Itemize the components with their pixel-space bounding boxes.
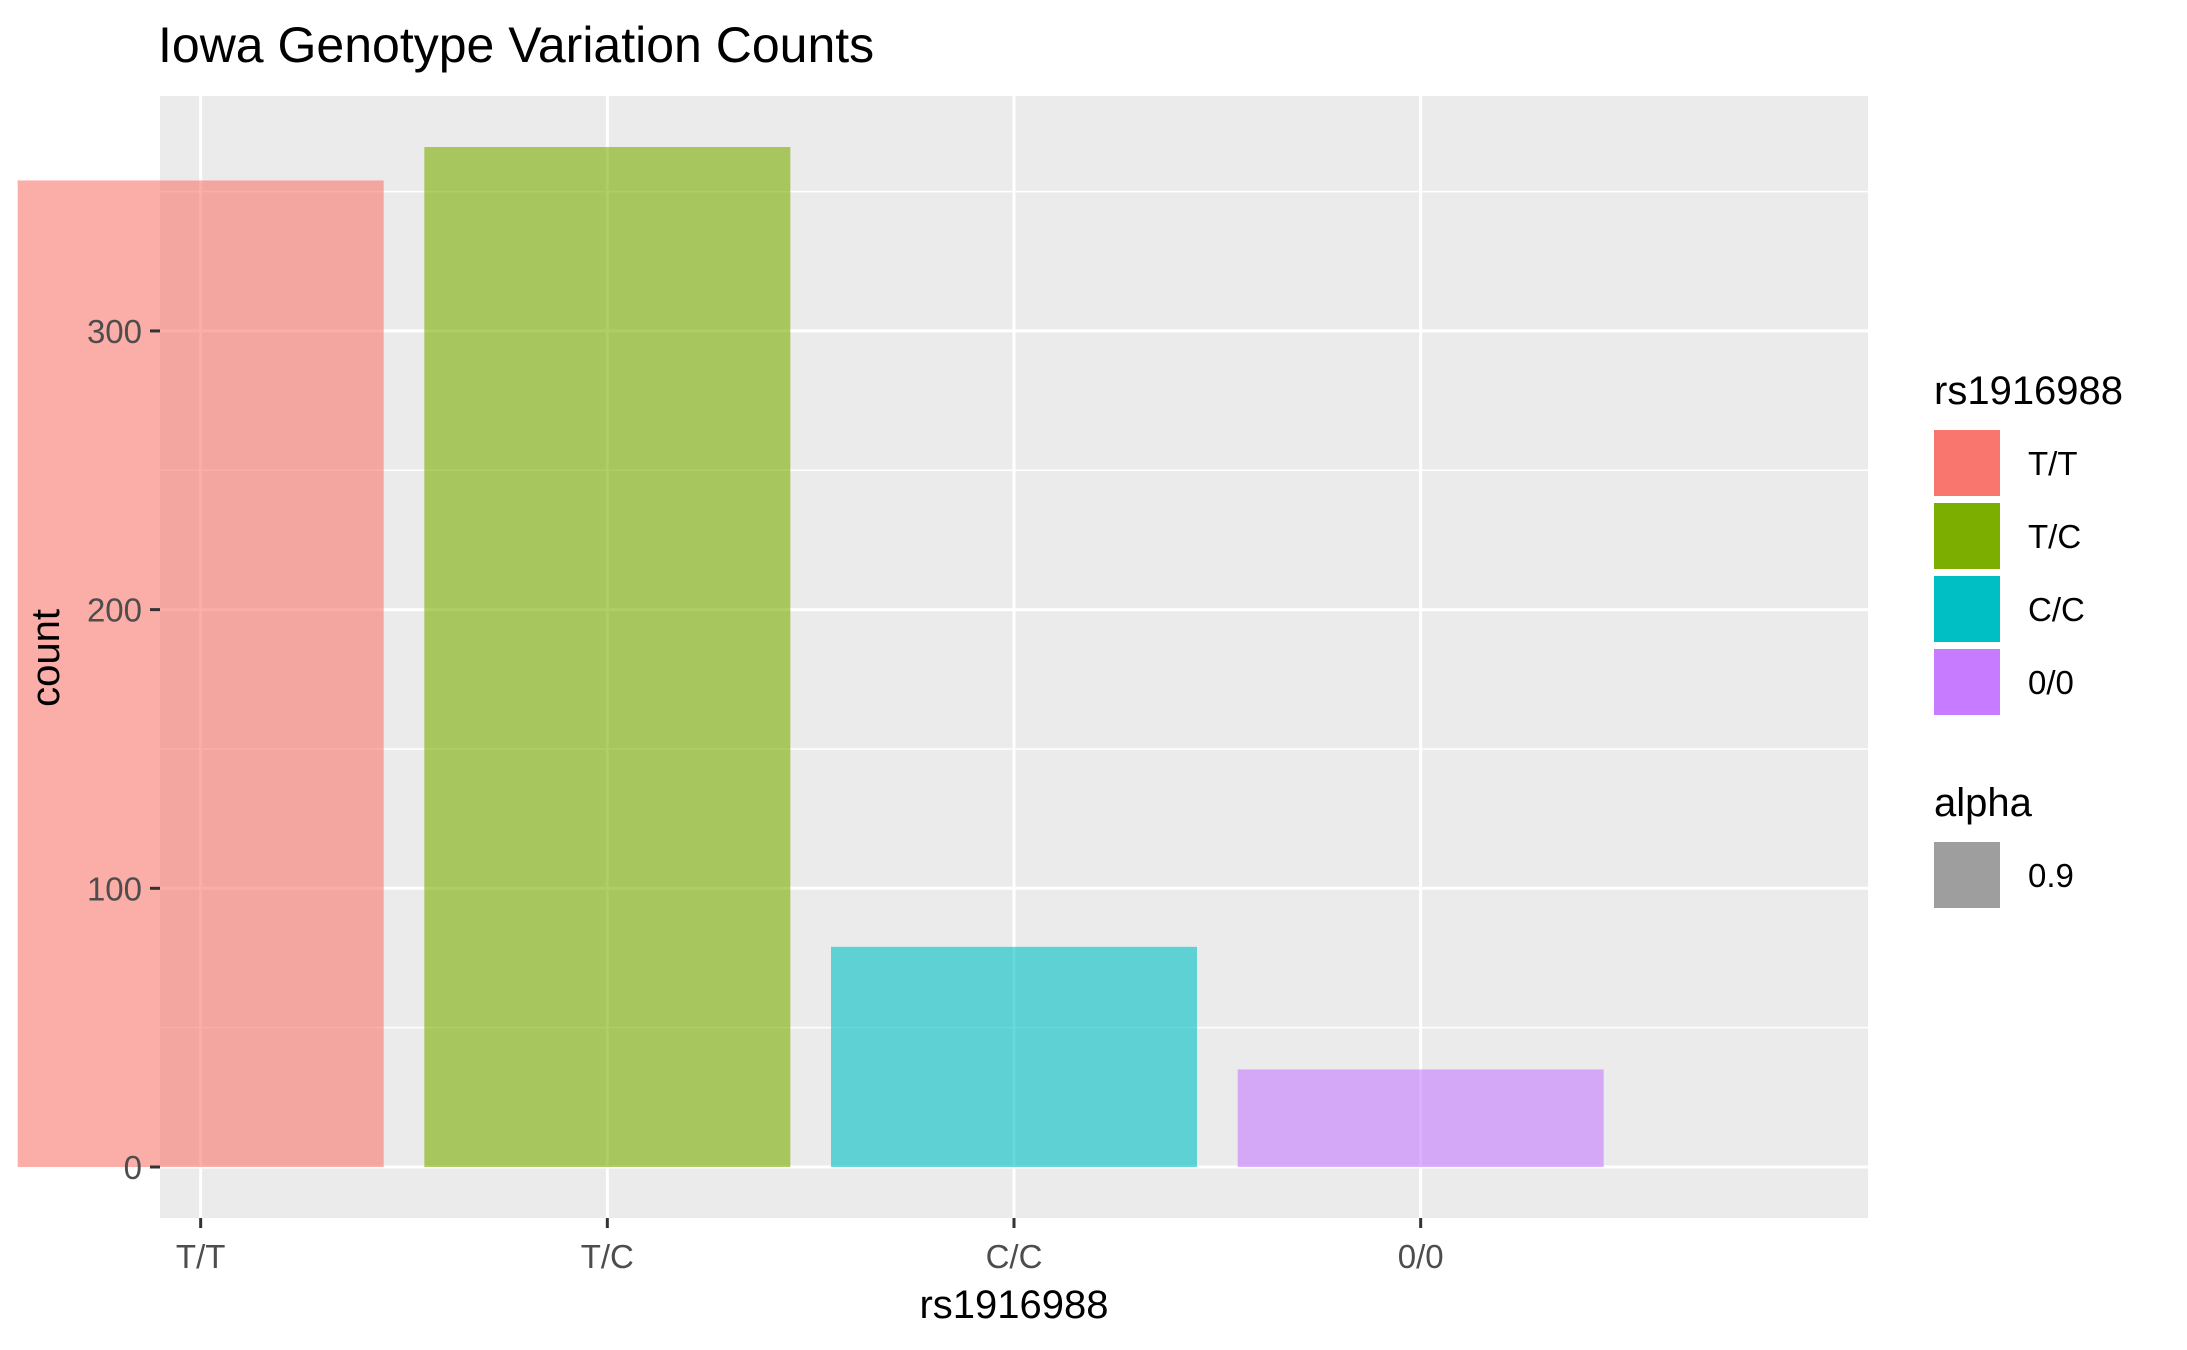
legend-label: T/T (2028, 445, 2077, 482)
x-tick-label: 0/0 (1398, 1238, 1444, 1275)
bar-t-c (424, 147, 791, 1167)
legend-label: T/C (2028, 518, 2081, 555)
legend-key (1934, 649, 2000, 715)
x-tick-label: T/T (176, 1238, 225, 1275)
y-tick-label: 300 (87, 313, 142, 350)
y-tick-label: 200 (87, 592, 142, 629)
bars-group (17, 147, 1604, 1167)
y-tick-label: 0 (124, 1149, 142, 1186)
x-tick-label: C/C (986, 1238, 1043, 1275)
legend-key (1934, 430, 2000, 496)
legend-title: rs1916988 (1934, 369, 2123, 413)
legend-title: alpha (1934, 781, 2033, 825)
chart-title: Iowa Genotype Variation Counts (158, 17, 874, 73)
axes-group: 0 100 200 300 T/T T/C C/C 0/0 (87, 313, 1444, 1275)
bar-c-c (831, 946, 1197, 1167)
legend: rs1916988 T/T T/C C/C 0/0 alpha 0.9 (1934, 369, 2123, 908)
legend-label: 0.9 (2028, 857, 2074, 894)
legend-label: C/C (2028, 591, 2085, 628)
x-axis-title: rs1916988 (919, 1283, 1108, 1327)
x-tick-label: T/C (581, 1238, 634, 1275)
y-axis-title: count (24, 609, 68, 707)
bar-0-0 (1237, 1069, 1604, 1167)
bar-t-t (17, 180, 384, 1167)
legend-key (1934, 503, 2000, 569)
legend-key (1934, 576, 2000, 642)
legend-label: 0/0 (2028, 664, 2074, 701)
legend-key (1934, 842, 2000, 908)
y-tick-label: 100 (87, 870, 142, 907)
